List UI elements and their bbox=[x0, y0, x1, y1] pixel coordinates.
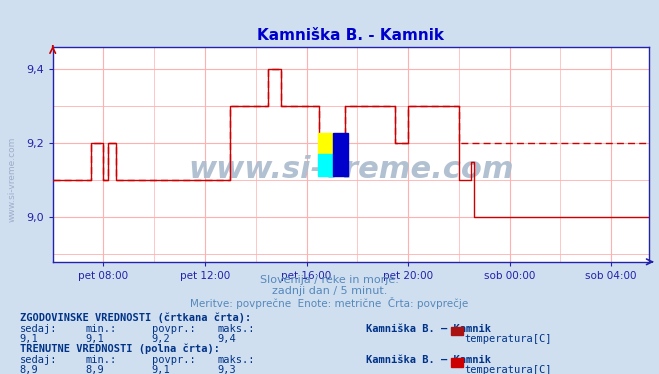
FancyBboxPatch shape bbox=[318, 133, 333, 154]
Text: sedaj:: sedaj: bbox=[20, 355, 57, 365]
Text: www.si-vreme.com: www.si-vreme.com bbox=[8, 137, 17, 222]
Text: Kamniška B. – Kamnik: Kamniška B. – Kamnik bbox=[366, 355, 491, 365]
Text: min.:: min.: bbox=[86, 324, 117, 334]
Text: zadnji dan / 5 minut.: zadnji dan / 5 minut. bbox=[272, 286, 387, 296]
FancyBboxPatch shape bbox=[333, 133, 348, 176]
Text: 9,1: 9,1 bbox=[152, 365, 170, 374]
Text: temperatura[C]: temperatura[C] bbox=[465, 365, 552, 374]
Text: Kamniška B. – Kamnik: Kamniška B. – Kamnik bbox=[366, 324, 491, 334]
Text: 8,9: 8,9 bbox=[20, 365, 38, 374]
Text: sedaj:: sedaj: bbox=[20, 324, 57, 334]
Text: Slovenija / reke in morje.: Slovenija / reke in morje. bbox=[260, 275, 399, 285]
Title: Kamniška B. - Kamnik: Kamniška B. - Kamnik bbox=[258, 28, 444, 43]
Text: maks.:: maks.: bbox=[217, 324, 255, 334]
Text: povpr.:: povpr.: bbox=[152, 324, 195, 334]
Text: www.si-vreme.com: www.si-vreme.com bbox=[188, 155, 514, 184]
Text: 9,1: 9,1 bbox=[20, 334, 38, 344]
Text: min.:: min.: bbox=[86, 355, 117, 365]
Text: 9,3: 9,3 bbox=[217, 365, 236, 374]
Text: ZGODOVINSKE VREDNOSTI (črtkana črta):: ZGODOVINSKE VREDNOSTI (črtkana črta): bbox=[20, 312, 251, 323]
Text: TRENUTNE VREDNOSTI (polna črta):: TRENUTNE VREDNOSTI (polna črta): bbox=[20, 343, 219, 354]
Text: temperatura[C]: temperatura[C] bbox=[465, 334, 552, 344]
Text: povpr.:: povpr.: bbox=[152, 355, 195, 365]
Text: 9,4: 9,4 bbox=[217, 334, 236, 344]
FancyBboxPatch shape bbox=[318, 154, 333, 176]
Text: Meritve: povprečne  Enote: metrične  Črta: povprečje: Meritve: povprečne Enote: metrične Črta:… bbox=[190, 297, 469, 309]
Text: 9,2: 9,2 bbox=[152, 334, 170, 344]
Text: 9,1: 9,1 bbox=[86, 334, 104, 344]
Text: maks.:: maks.: bbox=[217, 355, 255, 365]
Text: 8,9: 8,9 bbox=[86, 365, 104, 374]
